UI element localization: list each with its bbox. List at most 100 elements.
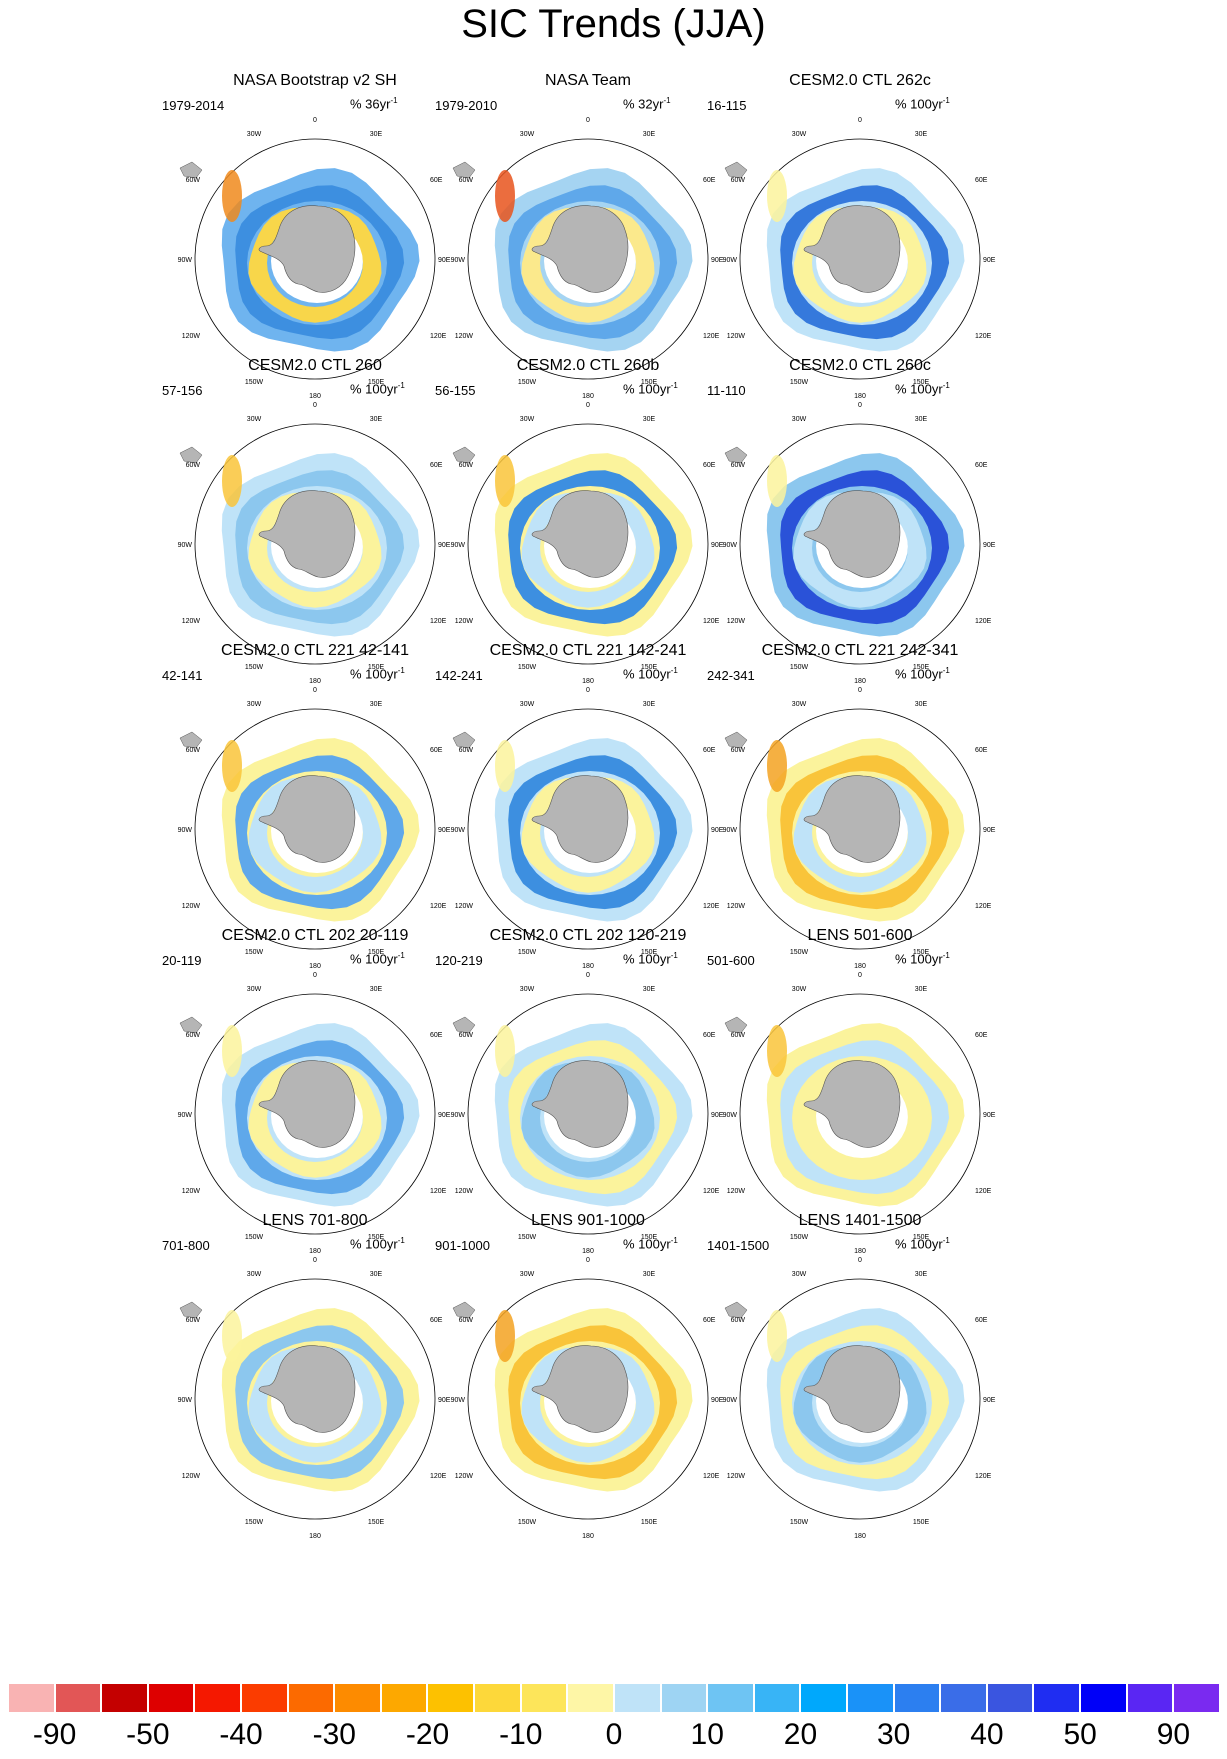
trend-anomaly-patch <box>495 1025 515 1077</box>
map-panel: LENS 701-800 701-800 % 100yr-1 0 30W 30E 60W 60… <box>150 1212 480 1542</box>
antarctica-landmass <box>803 205 901 293</box>
trend-anomaly-patch <box>767 170 787 222</box>
panel-title: CESM2.0 CTL 260b <box>516 357 660 374</box>
map-panel: LENS 901-1000 901-1000 % 100yr-1 0 30W 30E 60W… <box>423 1212 753 1542</box>
longitude-label: 30W <box>792 416 807 423</box>
units-text: % 100yr <box>895 96 943 112</box>
longitude-label: 30E <box>643 1271 656 1278</box>
longitude-label: 90E <box>711 827 724 834</box>
longitude-label: 60E <box>430 462 443 469</box>
colorbar-swatch <box>846 1683 894 1713</box>
colorbar-swatch <box>1173 1683 1220 1713</box>
longitude-label: 150E <box>368 1234 385 1241</box>
longitude-label: 90W <box>178 827 193 834</box>
longitude-label: 150W <box>790 1519 809 1526</box>
longitude-label: 150E <box>913 949 930 956</box>
longitude-label: 30E <box>370 416 383 423</box>
polar-map: 0 30W 30E 60W 60E 90W 90E 120W 120E 150W 150E 180 <box>723 972 996 1255</box>
panel-title: CESM2.0 CTL 202 20-119 <box>221 927 409 944</box>
units-exponent: -1 <box>670 1236 678 1245</box>
colorbar-swatch <box>474 1683 521 1713</box>
panel-units: % 100yr-1 <box>350 666 405 681</box>
longitude-label: 90E <box>711 542 724 549</box>
longitude-label: 60E <box>430 1317 443 1324</box>
map-panel: CESM2.0 CTL 202 20-119 20-119% 100yr-1 0 30… <box>150 927 480 1257</box>
longitude-label: 60E <box>703 747 716 754</box>
antarctica-landmass <box>258 490 356 578</box>
longitude-label: 180 <box>854 1533 866 1540</box>
longitude-label: 180 <box>309 678 321 685</box>
panel-period: 142-241 <box>435 668 483 683</box>
colorbar-swatch <box>241 1683 288 1713</box>
longitude-label: 60E <box>975 177 988 184</box>
colorbar-swatch <box>8 1683 55 1713</box>
panel-title: NASA Bootstrap v2 SH <box>233 72 397 89</box>
longitude-label: 60W <box>459 462 474 469</box>
south-america-tip <box>179 1016 203 1034</box>
longitude-label: 0 <box>858 117 862 124</box>
colorbar-swatch <box>54 1683 102 1713</box>
units-text: % 100yr <box>895 951 943 967</box>
polar-map: 0 30W 30E 60W 60E 90W 90E 120W 120E 150W 150E 180 <box>723 402 996 685</box>
antarctica-landmass <box>531 205 629 293</box>
units-exponent: -1 <box>942 1236 950 1245</box>
longitude-label: 120E <box>975 1188 992 1195</box>
longitude-label: 120E <box>703 618 720 625</box>
longitude-label: 0 <box>313 687 317 694</box>
longitude-label: 90E <box>983 1112 996 1119</box>
longitude-label: 120W <box>455 618 474 625</box>
panel-title: LENS 901-1000 <box>531 1212 645 1229</box>
longitude-label: 60W <box>459 1032 474 1039</box>
longitude-label: 0 <box>858 402 862 409</box>
longitude-label: 90E <box>983 1397 996 1404</box>
longitude-label: 30E <box>370 986 383 993</box>
longitude-label: 0 <box>313 972 317 979</box>
longitude-label: 120W <box>182 903 201 910</box>
longitude-label: 90E <box>983 542 996 549</box>
panel-period: 901-1000 <box>435 1238 490 1253</box>
longitude-label: 0 <box>313 1257 317 1264</box>
colorbar-tick-label: -90 <box>32 1718 77 1751</box>
colorbar-swatch <box>1080 1683 1127 1713</box>
colorbar-tick-label: 50 <box>1063 1718 1097 1751</box>
longitude-label: 120E <box>975 903 992 910</box>
south-america-tip <box>724 161 748 179</box>
longitude-label: 180 <box>582 1248 594 1255</box>
longitude-label: 90E <box>438 1112 451 1119</box>
colorbar-swatch <box>520 1683 568 1713</box>
longitude-label: 120E <box>430 618 447 625</box>
longitude-label: 60W <box>459 177 474 184</box>
units-exponent: -1 <box>942 96 950 105</box>
longitude-label: 180 <box>854 1248 866 1255</box>
longitude-label: 180 <box>582 678 594 685</box>
units-text: % 100yr <box>623 666 671 682</box>
longitude-label: 30E <box>370 701 383 708</box>
colorbar-swatch <box>334 1683 381 1713</box>
longitude-label: 30E <box>915 131 928 138</box>
antarctica-landmass <box>531 775 629 863</box>
colorbar-swatch <box>287 1683 335 1713</box>
colorbar-swatch <box>893 1683 941 1713</box>
longitude-label: 150E <box>641 1519 658 1526</box>
longitude-label: 120E <box>703 333 720 340</box>
antarctica-landmass <box>803 775 901 863</box>
longitude-label: 120W <box>182 618 201 625</box>
polar-map: 0 30W 30E 60W 60E 90W 90E 120W 120E 150W 150E 180 <box>178 402 451 685</box>
trend-anomaly-patch <box>495 170 515 222</box>
colorbar-tick-label: -50 <box>126 1718 170 1751</box>
colorbar-swatch <box>660 1683 708 1713</box>
longitude-label: 90E <box>438 257 451 264</box>
panel-units: % 100yr-1 <box>623 666 678 681</box>
longitude-label: 120W <box>455 903 474 910</box>
longitude-label: 30W <box>792 986 807 993</box>
longitude-label: 60E <box>430 1032 443 1039</box>
longitude-label: 0 <box>858 687 862 694</box>
units-exponent: -1 <box>670 666 678 675</box>
trend-anomaly-patch <box>495 740 515 792</box>
panel-period: 501-600 <box>707 953 755 968</box>
panel-period: 56-155 <box>435 383 476 398</box>
trend-anomaly-patch <box>222 1025 242 1077</box>
panel-units: % 100yr-1 <box>623 381 678 396</box>
panel-title: LENS 501-600 <box>807 927 913 944</box>
polar-map: 0 30W 30E 60W 60E 90W 90E 120W 120E 150W 150E 180 <box>451 972 724 1255</box>
